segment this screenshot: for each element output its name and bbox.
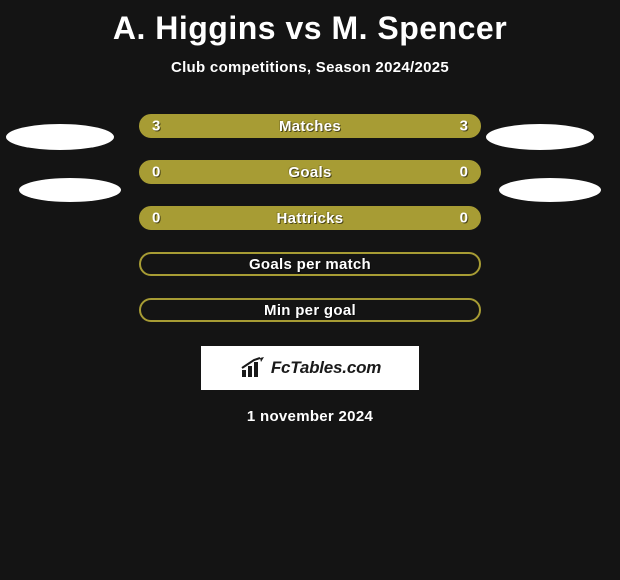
decoration-ellipse bbox=[486, 124, 594, 150]
subtitle: Club competitions, Season 2024/2025 bbox=[0, 59, 620, 76]
date-line: 1 november 2024 bbox=[0, 408, 620, 425]
stat-label: Hattricks bbox=[277, 210, 344, 227]
stat-label: Matches bbox=[279, 118, 341, 135]
stat-row-goals-per-match: Goals per match bbox=[139, 252, 481, 276]
brand-badge: FcTables.com bbox=[201, 346, 419, 390]
stat-left-value: 0 bbox=[152, 164, 160, 181]
stat-row-goals: 0 Goals 0 bbox=[139, 160, 481, 184]
stat-left-value: 0 bbox=[152, 210, 160, 227]
stat-row-min-per-goal: Min per goal bbox=[139, 298, 481, 322]
stat-label: Goals bbox=[288, 164, 331, 181]
decoration-ellipse bbox=[499, 178, 601, 202]
stat-row-hattricks: 0 Hattricks 0 bbox=[139, 206, 481, 230]
brand-label: FcTables.com bbox=[271, 358, 381, 378]
stat-right-value: 3 bbox=[460, 118, 468, 135]
stat-row-matches: 3 Matches 3 bbox=[139, 114, 481, 138]
stat-left-value: 3 bbox=[152, 118, 160, 135]
stat-right-value: 0 bbox=[460, 210, 468, 227]
decoration-ellipse bbox=[6, 124, 114, 150]
stat-label: Min per goal bbox=[264, 302, 356, 319]
bar-chart-icon bbox=[239, 357, 267, 379]
page-title: A. Higgins vs M. Spencer bbox=[0, 0, 620, 47]
stat-label: Goals per match bbox=[249, 256, 371, 273]
decoration-ellipse bbox=[19, 178, 121, 202]
stat-right-value: 0 bbox=[460, 164, 468, 181]
